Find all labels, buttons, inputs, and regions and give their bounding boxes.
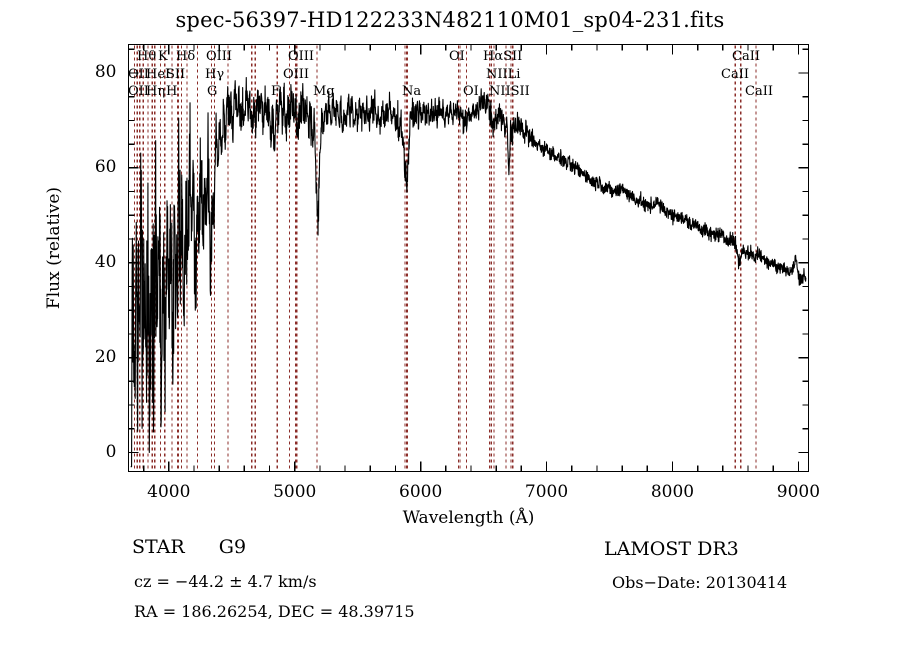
spectral-line-label: OII <box>128 67 149 82</box>
y-tick-label: 60 <box>94 156 117 177</box>
y-tick-label: 0 <box>105 441 117 462</box>
y-tick-label: 80 <box>94 61 117 82</box>
x-tick-label: 9000 <box>776 481 821 502</box>
survey-label: LAMOST DR3 <box>604 538 739 560</box>
spectral-line-label: OII <box>128 84 149 99</box>
x-tick-label: 4000 <box>147 481 191 502</box>
spectral-line-label: Hγ <box>205 67 225 82</box>
spectral-line-label: NIILi <box>486 67 521 82</box>
axis-ticks <box>128 44 809 472</box>
spectral-line-label: F <box>271 84 281 99</box>
plot-frame <box>127 43 810 473</box>
spectral-type-value: G9 <box>218 536 247 558</box>
spectral-line-label: CaII <box>721 67 749 82</box>
y-axis-title: Flux (relative) <box>44 186 64 310</box>
spectral-line-label: OIII <box>283 67 310 82</box>
spectral-line-label: H <box>166 84 178 99</box>
spectral-line-label: OIII <box>288 49 315 64</box>
spectral-line-label: CaII <box>745 84 773 99</box>
spectral-line-label: Na <box>402 84 422 99</box>
spectral-line-label: Hθ <box>137 49 157 64</box>
spectral-line-label: NIISII <box>489 84 530 99</box>
spectral-line-label: Mg <box>313 84 335 99</box>
spectral-line-label: HαSII <box>483 49 523 64</box>
spectral-line-label: Hη <box>146 84 166 99</box>
spectral-line-label: SII <box>166 67 186 82</box>
y-tick-label: 40 <box>94 251 117 272</box>
page-title: spec-56397-HD122233N482110M01_sp04-231.f… <box>175 8 725 32</box>
spectral-line-label: CaII <box>732 49 760 64</box>
obs-date-label: Obs−Date: 20130414 <box>612 573 788 592</box>
coordinates-label: RA = 186.26254, DEC = 48.39715 <box>134 602 415 621</box>
spectral-line-label: OI <box>449 49 465 64</box>
y-tick-label: 20 <box>94 346 117 367</box>
x-axis-title: Wavelength (Å) <box>402 508 535 528</box>
spectral-line-label: K <box>158 49 168 64</box>
x-tick-label: 8000 <box>650 481 695 502</box>
object-class-value: STAR <box>132 536 185 558</box>
spectral-line-label: HeI <box>146 67 171 82</box>
spectral-line-label: OIII <box>206 49 233 64</box>
x-tick-label: 5000 <box>273 481 317 502</box>
object-class-label: STAR G9 <box>132 536 246 558</box>
spectral-line-label: G <box>207 84 218 99</box>
x-tick-label: 7000 <box>524 481 569 502</box>
spectrum-trace <box>130 77 807 468</box>
spectral-line-label: OI <box>463 84 479 99</box>
spectral-line-label: Hδ <box>176 49 196 64</box>
x-tick-label: 6000 <box>399 481 443 502</box>
radial-velocity-label: cz = −44.2 ± 4.7 km/s <box>134 572 317 591</box>
